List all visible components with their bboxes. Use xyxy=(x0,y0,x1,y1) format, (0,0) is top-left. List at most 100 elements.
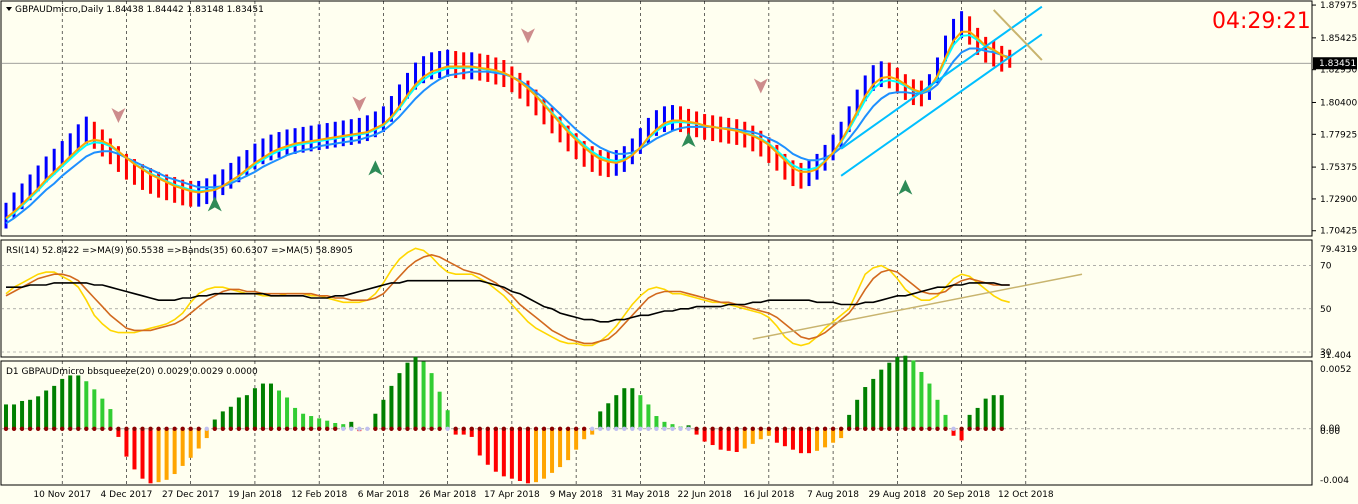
price-tick-label: 1.85425 xyxy=(1320,34,1357,44)
rsi-series-1 xyxy=(5,253,1010,345)
squeeze-dot xyxy=(445,426,450,431)
squeeze-bar xyxy=(301,413,306,429)
buy-arrow-icon xyxy=(207,196,222,212)
squeeze-bar xyxy=(381,399,386,429)
squeeze-dot xyxy=(935,426,940,431)
squeeze-bar xyxy=(967,414,972,429)
squeeze-bar xyxy=(413,356,418,429)
squeeze-dot xyxy=(156,426,161,431)
squeeze-bar xyxy=(991,395,996,429)
squeeze-dot xyxy=(27,426,33,431)
rsi-plot xyxy=(5,247,1083,347)
squeeze-bar xyxy=(373,413,378,429)
squeeze-bar xyxy=(766,428,771,436)
squeeze-bar xyxy=(477,428,482,456)
squeeze-bar xyxy=(124,428,129,457)
squeeze-dot xyxy=(614,426,619,431)
squeeze-bar xyxy=(590,428,595,435)
squeeze-bar xyxy=(349,421,354,429)
squeeze-bar xyxy=(855,399,860,429)
squeeze-dot xyxy=(838,426,844,431)
squeeze-dot xyxy=(927,426,932,431)
squeeze-bar xyxy=(509,428,514,479)
squeeze-dot xyxy=(999,426,1004,431)
squeeze-dot xyxy=(967,426,972,431)
squeeze-dot xyxy=(333,426,338,431)
countdown-clock: 04:29:21 xyxy=(1212,9,1311,34)
squeeze-bar xyxy=(485,428,490,465)
squeeze-dot xyxy=(276,426,282,431)
bbs-tick-label: -0.004 xyxy=(1320,476,1349,486)
squeeze-dot xyxy=(316,426,322,431)
squeeze-bar xyxy=(927,383,932,429)
squeeze-dot xyxy=(35,426,41,431)
squeeze-bar xyxy=(517,428,522,481)
squeeze-bar xyxy=(493,428,498,472)
squeeze-dot xyxy=(630,426,635,431)
rsi-header: RSI(14) 52.8422 =>MA(9) 60.5538 =>Bands(… xyxy=(6,246,353,256)
squeeze-dot xyxy=(790,426,796,431)
vertical-grid xyxy=(1,1,1312,485)
sell-arrow-icon xyxy=(111,108,126,124)
squeeze-bar xyxy=(566,428,571,461)
squeeze-bar xyxy=(92,389,97,429)
squeeze-bar xyxy=(156,428,161,483)
squeeze-dot xyxy=(951,426,956,431)
squeeze-bar xyxy=(606,403,611,429)
squeeze-dot xyxy=(292,426,298,431)
squeeze-dot xyxy=(220,426,226,431)
squeeze-dot xyxy=(726,426,731,431)
squeeze-bar xyxy=(172,428,177,475)
axis-labels: 1.87975 1.85425 1.82950 1.80400 1.77925 1.753… xyxy=(33,1,1357,500)
squeeze-bar xyxy=(204,428,209,439)
squeeze-dot xyxy=(983,426,988,431)
squeeze-bar xyxy=(148,428,153,484)
squeeze-dot xyxy=(517,426,523,431)
squeeze-dot xyxy=(236,426,242,431)
squeeze-bar xyxy=(469,428,474,437)
squeeze-dot xyxy=(469,426,474,431)
channel-line xyxy=(840,33,1043,177)
squeeze-bar xyxy=(887,362,892,429)
squeeze-bar xyxy=(662,421,667,429)
squeeze-bar xyxy=(196,428,201,449)
squeeze-bar xyxy=(228,406,233,429)
squeeze-bar xyxy=(20,400,25,429)
squeeze-dot xyxy=(349,426,354,431)
squeeze-dot xyxy=(654,426,659,431)
squeeze-bar xyxy=(437,391,442,429)
rsi-series-0 xyxy=(5,247,1010,347)
squeeze-dot xyxy=(879,426,884,431)
squeeze-bar xyxy=(943,414,948,429)
squeeze-dot xyxy=(437,426,442,431)
squeeze-dot xyxy=(308,426,314,431)
squeeze-dot xyxy=(822,426,828,431)
squeeze-bar xyxy=(12,404,17,429)
squeeze-dot xyxy=(381,426,386,431)
squeeze-dot xyxy=(100,426,105,431)
squeeze-bar xyxy=(879,369,884,429)
squeeze-bar xyxy=(807,428,811,454)
squeeze-bar xyxy=(108,409,113,429)
squeeze-bar xyxy=(164,428,169,480)
squeeze-dot xyxy=(830,426,836,431)
squeeze-dot xyxy=(180,426,185,431)
date-tick-label: 7 Aug 2018 xyxy=(807,490,859,500)
squeeze-bar xyxy=(935,399,940,429)
squeeze-bar xyxy=(260,383,265,429)
squeeze-dot xyxy=(798,426,804,431)
collapse-triangle-icon[interactable] xyxy=(6,7,12,11)
short-trendline xyxy=(992,9,1043,61)
squeeze-bar xyxy=(782,428,787,447)
buy-arrow-icon xyxy=(681,132,696,148)
squeeze-bar xyxy=(999,395,1004,429)
squeeze-bar xyxy=(285,397,290,429)
squeeze-bar xyxy=(774,428,779,443)
squeeze-dot xyxy=(373,426,378,431)
squeeze-bar xyxy=(60,378,65,429)
squeeze-dot xyxy=(854,426,860,431)
squeeze-bar xyxy=(389,385,394,429)
squeeze-bar xyxy=(558,428,563,468)
channel-line xyxy=(840,5,1043,150)
